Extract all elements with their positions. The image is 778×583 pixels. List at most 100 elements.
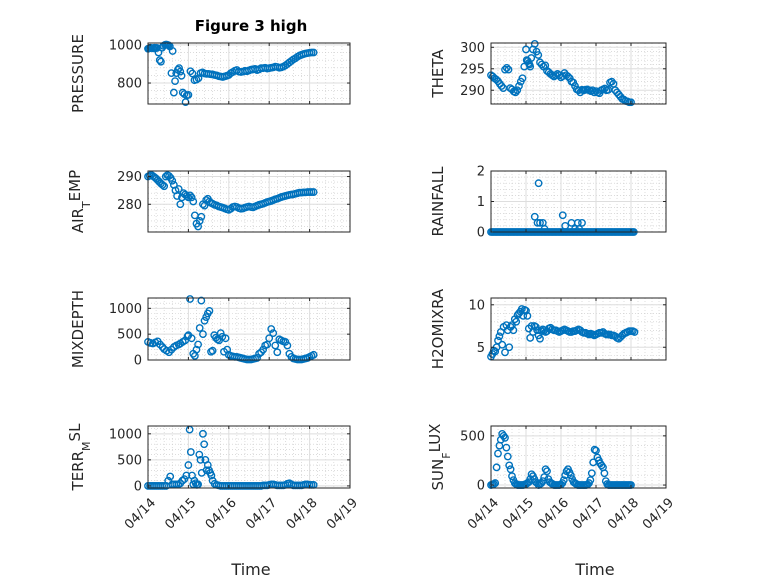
data-point <box>223 345 232 354</box>
data-point <box>200 316 209 325</box>
x-tick-label: 04/19 <box>640 495 677 532</box>
data-point <box>186 448 195 456</box>
data-point <box>600 84 609 93</box>
data-point <box>166 472 175 481</box>
data-point <box>199 330 207 339</box>
y-tick-label: 0 <box>477 479 485 494</box>
y-tick-label: 800 <box>117 77 142 92</box>
data-point <box>200 440 209 449</box>
y-tick-label: 1000 <box>109 427 142 442</box>
y-tick-label: 295 <box>460 62 485 77</box>
data-point <box>253 354 261 362</box>
data-point <box>543 467 551 476</box>
data-point <box>497 82 506 90</box>
y-tick-label: 500 <box>117 453 142 468</box>
y-axis-label-main: SUN <box>429 459 447 491</box>
subplot-7: 0 500 1000 04/14 04/15 04/16 04/17 04/18 04/19 TE… <box>66 423 361 533</box>
data-point <box>492 463 501 472</box>
data-point <box>503 452 512 461</box>
data-point <box>533 218 542 227</box>
data-point <box>511 88 520 97</box>
y-axis-label-rest: LUX <box>426 424 444 453</box>
subplot-6: 5 10 H2OMIXRA <box>429 288 667 369</box>
data-point <box>526 334 535 342</box>
data-series <box>144 295 318 364</box>
y-axis-label-main: TERR <box>69 451 87 492</box>
data-point <box>513 86 522 95</box>
data-point <box>182 192 191 200</box>
data-point <box>187 193 196 202</box>
data-point <box>158 180 167 189</box>
data-point <box>164 41 173 50</box>
data-point <box>607 77 616 86</box>
data-point <box>194 340 202 349</box>
data-point <box>167 69 176 78</box>
subplot-4: 0 1 2 RAINFALL <box>429 165 667 241</box>
data-point <box>221 334 230 343</box>
data-point <box>192 345 201 354</box>
data-point <box>187 334 196 343</box>
data-point <box>189 197 198 206</box>
subplot-5: 0 500 1000 MIXDEPTH <box>69 290 351 369</box>
data-point <box>590 88 599 97</box>
x-tick-label: 04/19 <box>324 495 361 532</box>
data-point <box>160 182 169 191</box>
data-point <box>203 461 212 469</box>
y-tick-label: 2 <box>477 165 485 180</box>
data-point <box>202 313 211 322</box>
x-tick-label: 04/16 <box>203 495 240 532</box>
x-tick-label: 04/14 <box>465 495 502 532</box>
y-axis-label: H2OMIXRA <box>429 288 447 369</box>
y-tick-label: 290 <box>117 170 142 185</box>
data-point <box>199 429 207 438</box>
subplot-2: 290 295 300 THETA <box>429 39 667 107</box>
y-tick-label: 280 <box>117 198 142 213</box>
data-point <box>578 218 586 227</box>
y-axis-label-main: AIR <box>69 208 87 233</box>
y-axis-label-main: RAINFALL <box>429 166 447 237</box>
y-axis-label: TERRMSL <box>66 423 93 492</box>
y-axis-label: PRESSURE <box>69 34 87 113</box>
data-point <box>502 321 511 330</box>
y-axis-label: MIXDEPTH <box>69 290 87 368</box>
axes-box <box>490 297 667 361</box>
x-axis-label-left: Time <box>230 560 270 579</box>
data-point <box>216 329 225 338</box>
data-point <box>269 329 278 338</box>
data-point <box>495 332 504 341</box>
y-tick-label: 500 <box>117 328 142 343</box>
data-point <box>184 193 193 202</box>
data-point <box>273 348 282 357</box>
data-point <box>195 324 204 332</box>
data-point <box>155 56 164 65</box>
x-tick-label: 04/16 <box>535 495 572 532</box>
data-point <box>518 74 527 83</box>
axes-box <box>490 425 667 489</box>
data-point <box>195 450 204 459</box>
data-point <box>207 471 216 480</box>
axes-box <box>147 297 351 361</box>
data-point <box>309 48 318 57</box>
data-point <box>195 217 204 225</box>
data-point <box>157 57 165 66</box>
y-axis-label-rest: SL <box>66 423 84 442</box>
data-point <box>259 345 268 354</box>
y-axis-label-main: MIXDEPTH <box>69 290 87 368</box>
data-point <box>526 62 535 71</box>
data-point <box>502 64 511 72</box>
plot-area <box>491 298 666 360</box>
y-axis-label-rest: EMP <box>66 170 84 201</box>
y-axis-label-subscript: T <box>80 201 93 209</box>
y-tick-label: 0 <box>134 479 142 494</box>
x-tick-label: 04/18 <box>605 495 642 532</box>
data-point <box>536 218 544 227</box>
y-axis-label: THETA <box>429 49 447 99</box>
data-point <box>177 71 186 80</box>
data-point <box>530 212 539 221</box>
axes-box <box>147 170 351 233</box>
data-point <box>173 192 181 200</box>
y-axis-label-main: PRESSURE <box>69 34 87 113</box>
data-series <box>487 39 635 107</box>
data-point <box>559 476 568 485</box>
data-point <box>265 334 274 343</box>
